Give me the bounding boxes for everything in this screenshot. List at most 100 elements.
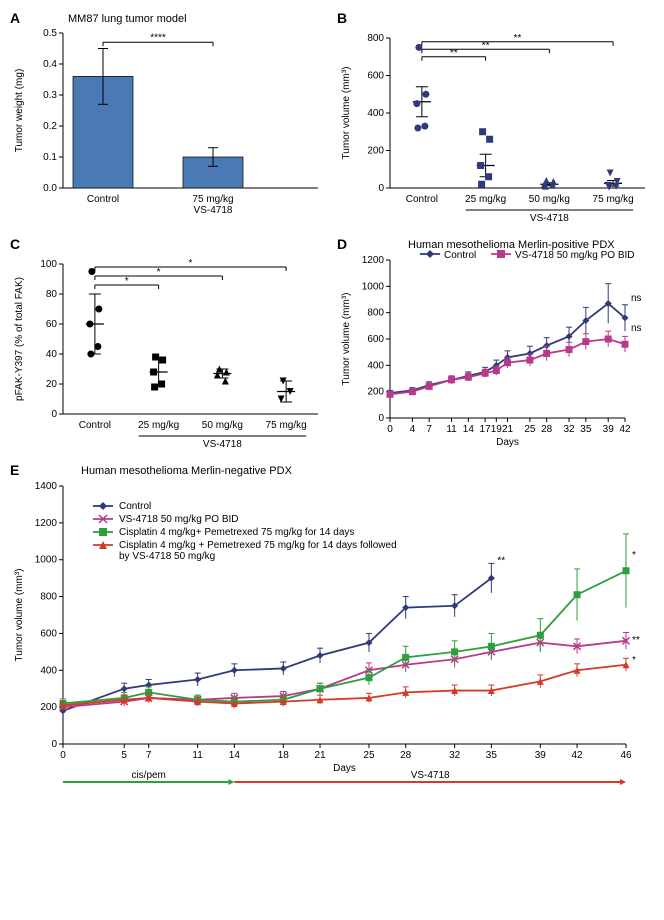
svg-text:**: ** [632,635,640,646]
svg-text:7: 7 [426,424,432,435]
svg-text:0: 0 [60,750,66,761]
svg-text:0.2: 0.2 [43,121,57,132]
chart-D: Human mesothelioma Merlin-positive PDX02… [335,234,655,454]
svg-text:0.4: 0.4 [43,59,57,70]
svg-text:35: 35 [486,750,498,761]
svg-text:*: * [157,267,161,278]
svg-text:**: ** [514,33,522,44]
svg-text:32: 32 [563,424,575,435]
panel-D: D Human mesothelioma Merlin-positive PDX… [335,234,656,454]
svg-text:11: 11 [446,424,457,435]
svg-text:Control: Control [87,194,119,205]
panel-label-A: A [10,10,20,26]
panel-label-B: B [337,10,347,26]
svg-text:by VS-4718 50 mg/kg: by VS-4718 50 mg/kg [119,551,215,562]
svg-text:39: 39 [603,424,615,435]
svg-text:pFAK-Y397 (% of total FAK): pFAK-Y397 (% of total FAK) [14,277,25,401]
svg-text:0: 0 [378,413,384,424]
svg-text:39: 39 [535,750,547,761]
svg-text:400: 400 [367,108,384,119]
svg-text:MM87 lung tumor model: MM87 lung tumor model [68,13,187,25]
svg-text:35: 35 [580,424,592,435]
svg-text:VS-4718 50 mg/kg PO BID: VS-4718 50 mg/kg PO BID [119,514,239,525]
svg-text:Tumor weight (mg): Tumor weight (mg) [14,69,25,153]
svg-text:Control: Control [444,250,476,261]
svg-text:28: 28 [541,424,553,435]
svg-text:50 mg/kg: 50 mg/kg [202,420,243,431]
svg-text:0.5: 0.5 [43,28,57,39]
svg-text:1400: 1400 [35,481,58,492]
svg-text:ns: ns [631,323,642,334]
svg-text:200: 200 [367,146,384,157]
svg-text:25 mg/kg: 25 mg/kg [138,420,179,431]
svg-text:1200: 1200 [362,255,385,266]
svg-text:VS-4718 50 mg/kg PO BID: VS-4718 50 mg/kg PO BID [515,250,635,261]
svg-text:1200: 1200 [35,518,58,529]
svg-text:1000: 1000 [362,281,385,292]
panel-A: A MM87 lung tumor model0.00.10.20.30.40.… [8,8,329,228]
svg-text:Days: Days [496,437,519,448]
svg-text:Tumor volume (mm³): Tumor volume (mm³) [341,67,352,160]
panel-label-E: E [10,462,19,478]
svg-text:800: 800 [367,33,384,44]
svg-text:****: **** [150,32,166,43]
chart-C: 020406080100pFAK-Y397 (% of total FAK)Co… [8,234,328,454]
svg-text:75 mg/kg: 75 mg/kg [192,194,233,205]
svg-text:46: 46 [620,750,632,761]
svg-text:40: 40 [46,349,58,360]
svg-text:Cisplatin 4 mg/kg + Pemetrexed: Cisplatin 4 mg/kg + Pemetrexed 75 mg/kg … [119,540,397,551]
svg-text:75 mg/kg: 75 mg/kg [266,420,307,431]
svg-text:60: 60 [46,319,58,330]
svg-text:*: * [125,276,129,287]
svg-text:*: * [632,550,636,561]
chart-A: MM87 lung tumor model0.00.10.20.30.40.5T… [8,8,328,228]
svg-text:**: ** [497,556,505,567]
svg-text:0: 0 [387,424,393,435]
svg-text:42: 42 [571,750,583,761]
chart-B: 0 200 400 600 800 Tumor volume (mm³) Control 25… [335,8,655,228]
svg-text:Control: Control [79,420,111,431]
svg-text:Tumor volume (mm³): Tumor volume (mm³) [341,293,352,386]
svg-text:19: 19 [491,424,503,435]
svg-text:25: 25 [363,750,375,761]
svg-text:100: 100 [40,259,57,270]
svg-text:200: 200 [40,702,57,713]
svg-text:20: 20 [46,379,58,390]
svg-text:0.0: 0.0 [43,183,57,194]
svg-text:25 mg/kg: 25 mg/kg [465,194,506,205]
svg-text:ns: ns [631,293,642,304]
svg-text:5: 5 [121,750,127,761]
svg-text:Control: Control [119,501,151,512]
svg-text:25: 25 [524,424,536,435]
svg-text:cis/pem: cis/pem [131,770,165,781]
svg-text:800: 800 [367,308,384,319]
svg-text:Control: Control [406,194,438,205]
chart-E: Human mesothelioma Merlin-negative PDX 0 2… [8,460,656,800]
svg-text:0: 0 [51,739,57,750]
svg-text:50 mg/kg: 50 mg/kg [529,194,570,205]
svg-text:42: 42 [619,424,631,435]
svg-text:600: 600 [367,334,384,345]
svg-text:21: 21 [314,750,326,761]
svg-text:600: 600 [40,628,57,639]
svg-text:1000: 1000 [35,555,58,566]
panel-label-C: C [10,236,20,252]
svg-text:0.1: 0.1 [43,152,57,163]
svg-text:80: 80 [46,289,58,300]
svg-text:21: 21 [502,424,514,435]
svg-text:400: 400 [40,665,57,676]
svg-text:11: 11 [192,750,203,761]
svg-text:800: 800 [40,592,57,603]
figure-grid: A MM87 lung tumor model0.00.10.20.30.40.… [8,8,656,800]
svg-text:Human mesothelioma Merlin-nega: Human mesothelioma Merlin-negative PDX [81,465,293,477]
svg-text:7: 7 [146,750,152,761]
svg-text:75 mg/kg: 75 mg/kg [593,194,634,205]
svg-text:0: 0 [378,183,384,194]
panel-E: E Human mesothelioma Merlin-negative PDX… [8,460,656,800]
svg-text:VS-4718: VS-4718 [203,439,242,450]
svg-text:32: 32 [449,750,461,761]
svg-text:Cisplatin 4 mg/kg+ Pemetrexed: Cisplatin 4 mg/kg+ Pemetrexed 75 mg/kg f… [119,527,354,538]
svg-text:600: 600 [367,71,384,82]
svg-text:*: * [189,258,193,269]
svg-text:4: 4 [410,424,416,435]
